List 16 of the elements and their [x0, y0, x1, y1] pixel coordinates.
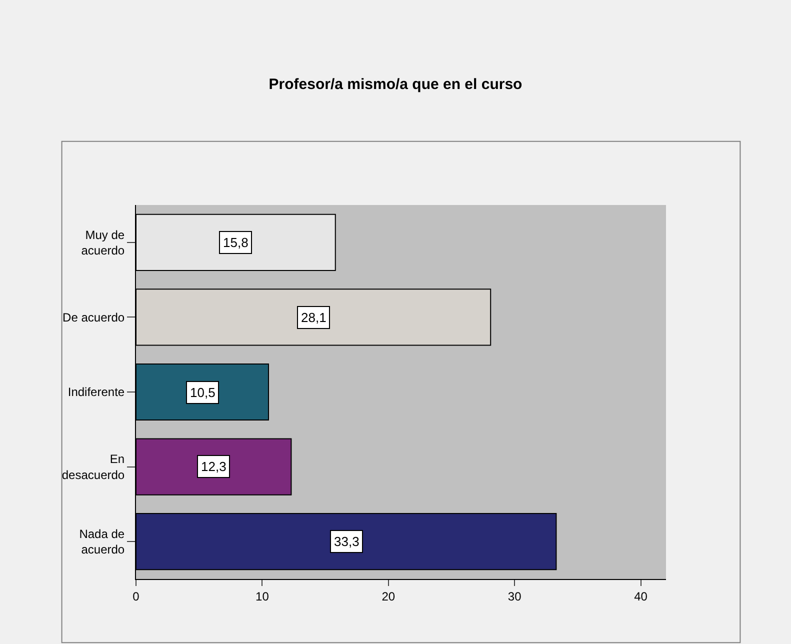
data-label: 15,8 — [223, 235, 248, 250]
y-tick-label: Muy de acuerdo — [81, 228, 125, 258]
x-tick-label: 10 — [256, 589, 270, 604]
y-tick-label: Indiferente — [68, 385, 125, 400]
y-tick-label: En desacuerdo — [62, 452, 125, 482]
x-tick-label: 40 — [634, 589, 648, 604]
data-label: 33,3 — [334, 534, 360, 549]
data-label: 28,1 — [301, 310, 326, 325]
x-tick-label: 20 — [382, 589, 396, 604]
y-tick-label: De acuerdo — [62, 310, 125, 324]
y-tick-label: Nada de acuerdo — [79, 527, 125, 557]
chart-title: Profesor/a mismo/a que en el curso — [268, 76, 522, 93]
x-tick-label: 30 — [508, 589, 522, 604]
data-label: 12,3 — [201, 459, 226, 474]
x-tick-label: 0 — [132, 589, 140, 604]
data-label: 10,5 — [190, 385, 216, 400]
